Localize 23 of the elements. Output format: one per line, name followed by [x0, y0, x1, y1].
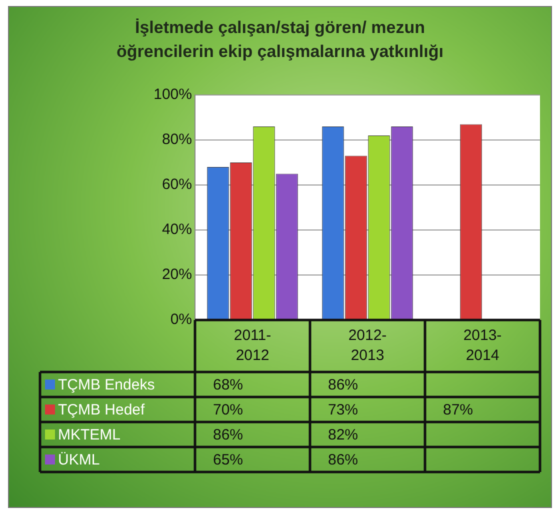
legend-label: ÜKML — [58, 452, 100, 469]
chart-title: İşletmede çalışan/staj gören/ mezun öğrencilerin ekip çalışmalarına yatkınlığı — [116, 17, 444, 63]
data-label: 82% — [328, 426, 358, 444]
legend-label: TÇMB Hedef — [58, 402, 146, 419]
x-tick-label: 2012-2013 — [348, 327, 387, 364]
y-tick-label: 80% — [162, 131, 192, 148]
y-tick-label: 40% — [162, 221, 192, 238]
data-label: 86% — [328, 376, 358, 394]
data-label: 68% — [213, 376, 244, 394]
data-label: 70% — [213, 402, 244, 419]
x-tick-label: 2013-2014 — [463, 327, 502, 364]
x-tick-label: 2011-2012 — [234, 327, 272, 364]
y-tick-label: 20% — [162, 266, 192, 284]
y-tick-label: 0% — [170, 311, 192, 328]
y-tick-label: 60% — [162, 176, 192, 194]
data-label: 86% — [213, 426, 244, 444]
legend-label: MKTEML — [58, 426, 121, 444]
legend-label: TÇMB Endeks — [58, 376, 155, 394]
data-label: 86% — [328, 452, 358, 469]
data-label: 87% — [443, 402, 474, 419]
y-tick-label: 100% — [154, 86, 192, 104]
data-label: 73% — [328, 402, 358, 419]
data-label: 65% — [213, 452, 244, 469]
